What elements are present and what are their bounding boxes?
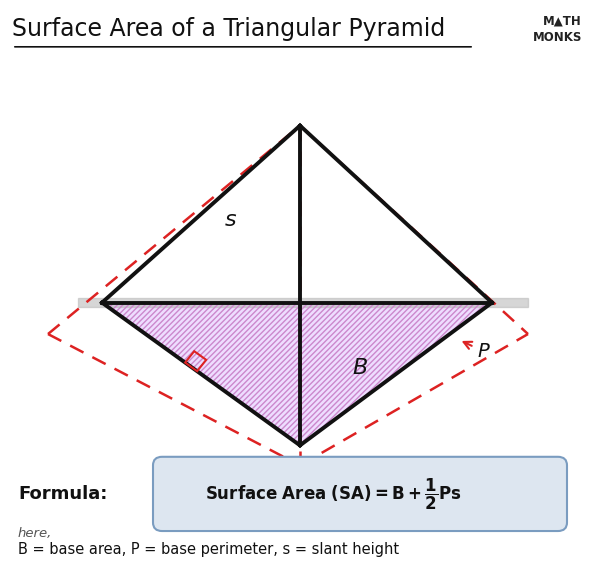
Text: here,: here, — [18, 528, 52, 540]
Bar — [78, 298, 528, 307]
Text: M▲TH
MONKS: M▲TH MONKS — [533, 14, 582, 45]
Polygon shape — [102, 303, 492, 445]
Text: Formula:: Formula: — [18, 485, 107, 503]
Text: Surface Area of a Triangular Pyramid: Surface Area of a Triangular Pyramid — [12, 17, 445, 41]
Text: P: P — [464, 341, 489, 361]
Text: B = base area, P = base perimeter, s = slant height: B = base area, P = base perimeter, s = s… — [18, 542, 399, 557]
Text: B: B — [352, 358, 368, 379]
FancyBboxPatch shape — [153, 457, 567, 531]
Text: $\mathbf{Surface\ Area\ (SA) = B + \dfrac{1}{2}Ps}$: $\mathbf{Surface\ Area\ (SA) = B + \dfra… — [205, 476, 461, 512]
Text: s: s — [225, 210, 237, 230]
